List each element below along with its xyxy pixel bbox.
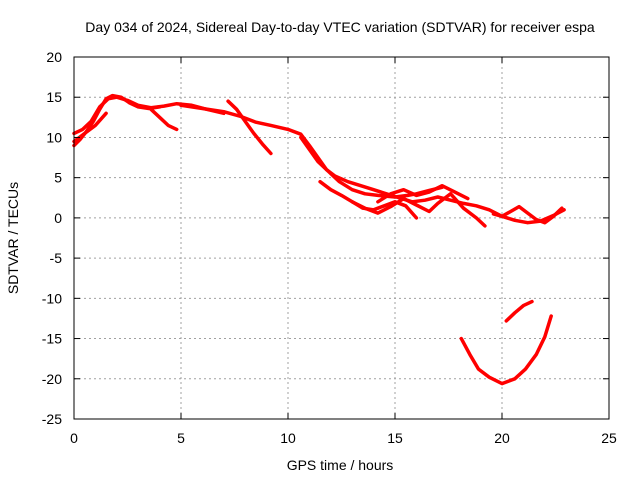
y-tick-label: 15: [46, 89, 62, 105]
y-tick-label: -25: [42, 411, 62, 427]
x-tick-label: 20: [494, 430, 510, 446]
series-track-m: [504, 299, 534, 323]
y-tick-label: -5: [50, 250, 63, 266]
x-axis-label: GPS time / hours: [287, 457, 394, 473]
series-track-k: [491, 204, 564, 225]
chart-title: Day 034 of 2024, Sidereal Day-to-day VTE…: [85, 19, 595, 35]
y-tick-label: -20: [42, 371, 62, 387]
x-tick-label: 10: [280, 430, 296, 446]
x-tick-label: 15: [387, 430, 403, 446]
series-track-j: [376, 183, 470, 204]
series-track-i: [350, 192, 487, 228]
series-track-l: [459, 314, 553, 386]
y-tick-label: -15: [42, 331, 62, 347]
series-track-d: [149, 107, 179, 132]
x-tick-label: 25: [601, 430, 617, 446]
y-tick-label: 10: [46, 129, 62, 145]
series-track-f: [226, 99, 273, 156]
plot-frame: [73, 56, 610, 420]
y-tick-label: 0: [54, 210, 62, 226]
series-track-b: [72, 95, 226, 136]
series-track-a: [72, 93, 162, 148]
tick-layer: 0 5 10 15 20 25 -25 -20 -15 -10 -5 0 5 10 15 20: [42, 49, 617, 446]
y-tick-label: 20: [46, 49, 62, 65]
series-track-g: [299, 135, 566, 225]
x-tick-label: 0: [70, 430, 78, 446]
y-axis-label: SDTVAR / TECUs: [5, 182, 21, 294]
series-layer: [72, 93, 566, 386]
y-tick-label: 5: [54, 170, 62, 186]
y-tick-label: -10: [42, 290, 62, 306]
grid-layer: [74, 57, 609, 419]
x-tick-label: 5: [177, 430, 185, 446]
